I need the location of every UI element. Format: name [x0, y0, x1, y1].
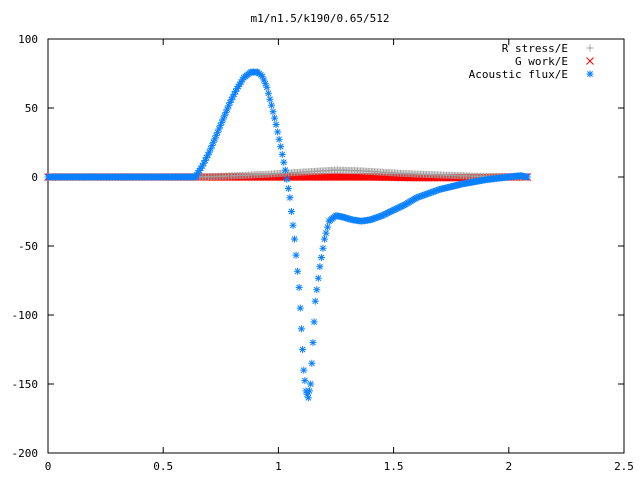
series-2: [44, 68, 531, 402]
data-point: [523, 173, 531, 181]
plot-frame: [47, 38, 625, 454]
x-tick-label: 1.5: [384, 460, 404, 473]
legend-label: G work/E: [515, 55, 568, 68]
data-point: [314, 274, 322, 282]
legend-marker: [586, 44, 594, 52]
data-point: [289, 221, 297, 229]
data-point: [307, 380, 315, 388]
data-point: [299, 346, 307, 353]
data-point: [283, 175, 291, 183]
data-point: [310, 318, 318, 326]
data-point: [317, 254, 325, 261]
data-point: [320, 235, 328, 243]
data-point: [301, 377, 309, 385]
data-point: [277, 143, 285, 151]
data-point: [319, 244, 327, 252]
data-point: [296, 304, 304, 312]
data-point: [266, 95, 274, 103]
data-point: [306, 387, 314, 395]
legend-label: Acoustic flux/E: [469, 68, 568, 81]
x-tick-label: 2: [505, 460, 512, 473]
x-tick-label: 0.5: [153, 460, 173, 473]
legend-label: R stress/E: [502, 42, 568, 55]
data-point: [280, 158, 288, 166]
data-point: [267, 101, 275, 109]
data-point: [278, 150, 286, 158]
data-point: [324, 223, 332, 231]
data-point: [294, 267, 302, 275]
x-tick-label: 2.5: [614, 460, 634, 473]
data-point: [300, 366, 308, 374]
y-tick-label: -200: [12, 447, 39, 460]
data-point: [263, 83, 271, 91]
data-point: [271, 114, 279, 122]
data-point: [287, 208, 295, 215]
x-tick-label: 1: [275, 460, 282, 473]
y-tick-label: 0: [31, 171, 38, 184]
data-point: [292, 251, 300, 259]
data-point: [313, 286, 321, 294]
data-point: [297, 325, 305, 333]
data-point: [291, 235, 299, 243]
legend-marker: [586, 57, 594, 65]
data-point: [264, 89, 272, 97]
y-tick-label: -50: [18, 240, 38, 253]
data-point: [322, 229, 330, 237]
data-point: [274, 128, 282, 136]
y-tick-label: -150: [12, 378, 39, 391]
data-point: [295, 283, 303, 291]
x-tick-label: 0: [45, 460, 52, 473]
data-point: [304, 394, 312, 402]
data-point: [311, 297, 319, 305]
data-point: [272, 121, 280, 129]
data-point: [316, 263, 324, 271]
y-tick-label: 50: [25, 102, 38, 115]
legend-marker: [586, 70, 594, 78]
data-point: [275, 135, 283, 143]
data-point: [309, 339, 317, 347]
data-layer: [44, 68, 532, 402]
y-tick-label: 100: [18, 33, 38, 46]
data-point: [286, 194, 294, 202]
axis-ticks: 0 0.5 1 1.5 2 2.5 100 50 0 -50 -100 -150 -200: [12, 33, 634, 473]
data-point: [269, 108, 277, 116]
y-tick-label: -100: [12, 309, 39, 322]
data-point: [281, 166, 289, 174]
chart-title: m1/n1.5/k190/0.65/512: [250, 12, 389, 25]
data-point: [308, 359, 316, 367]
data-point: [284, 185, 292, 192]
